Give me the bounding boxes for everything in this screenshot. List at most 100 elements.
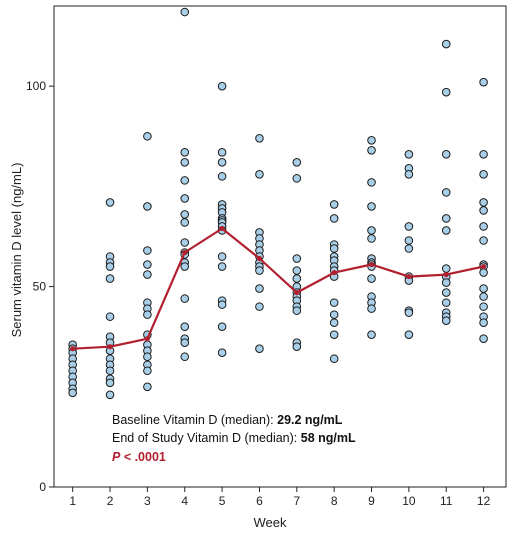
data-point	[180, 176, 190, 185]
data-point	[180, 238, 190, 247]
data-point	[367, 234, 376, 243]
data-point	[441, 87, 451, 97]
data-point	[367, 135, 376, 145]
data-point	[143, 366, 152, 376]
data-point	[180, 158, 190, 167]
data-point	[255, 266, 264, 275]
data-point	[180, 194, 190, 203]
data-point	[180, 148, 190, 157]
data-point	[329, 200, 339, 209]
annotations: Baseline Vitamin D (median): 29.2 ng/mL …	[112, 413, 356, 464]
data-point	[143, 131, 152, 141]
data-point	[255, 302, 264, 311]
data-point	[180, 338, 190, 348]
data-point	[479, 268, 488, 277]
x-tick-label: 12	[477, 494, 491, 508]
data-point	[105, 262, 115, 271]
data-point	[479, 292, 488, 301]
data-point	[404, 330, 414, 339]
data-point	[180, 7, 190, 17]
x-tick-label: 3	[144, 494, 151, 508]
data-point	[217, 322, 227, 331]
median-point	[443, 271, 449, 278]
data-point	[367, 330, 376, 339]
y-axis-title: Serum vitamin D level (ng/mL)	[9, 163, 24, 338]
y-tick-label: 50	[33, 280, 47, 294]
data-point	[367, 178, 376, 187]
data-point	[479, 150, 488, 159]
median-point	[331, 269, 337, 276]
x-axis-title: Week	[254, 515, 287, 530]
end-of-study-annotation: End of Study Vitamin D (median): 58 ng/m…	[112, 431, 356, 445]
data-point	[255, 133, 264, 143]
x-tick-label: 6	[256, 494, 263, 508]
data-point	[441, 316, 451, 325]
data-point	[180, 210, 190, 219]
data-point	[404, 150, 414, 159]
x-tick-label: 10	[402, 494, 416, 508]
p-value-annotation: P < .0001	[112, 450, 166, 464]
data-point	[329, 214, 339, 223]
data-point	[479, 77, 488, 87]
y-tick-label: 0	[39, 480, 46, 494]
data-point	[441, 288, 451, 297]
data-point	[143, 202, 152, 211]
data-point	[105, 274, 115, 283]
data-point	[105, 312, 115, 321]
data-point	[180, 352, 190, 362]
median-point	[70, 346, 76, 352]
median-point	[480, 263, 487, 270]
data-point	[329, 244, 339, 253]
data-point	[367, 202, 376, 211]
data-point	[329, 298, 339, 307]
data-point	[479, 302, 488, 311]
data-point	[367, 146, 376, 155]
data-point	[143, 246, 152, 255]
x-tick-label: 8	[331, 494, 338, 508]
data-point	[479, 334, 488, 343]
data-point	[329, 354, 339, 364]
median-point	[294, 289, 300, 296]
end-of-study-annotation-value: 58 ng/mL	[301, 431, 356, 445]
x-tick-label: 7	[293, 494, 300, 508]
x-tick-label: 1	[69, 494, 76, 508]
x-tick-label: 2	[107, 494, 114, 508]
data-point	[441, 150, 451, 159]
data-point	[143, 352, 152, 362]
data-point	[180, 218, 190, 227]
data-point	[367, 226, 376, 235]
data-point	[479, 206, 488, 215]
median-line	[72, 227, 484, 350]
median-point	[256, 255, 263, 262]
data-point	[441, 188, 451, 197]
data-point	[255, 284, 264, 293]
median-point	[368, 261, 375, 268]
data-point	[441, 264, 451, 273]
median-series	[70, 225, 487, 352]
data-point	[404, 170, 414, 179]
data-point	[292, 274, 302, 283]
data-point	[479, 198, 488, 207]
plot-border	[53, 5, 507, 488]
x-tick-label: 5	[219, 494, 226, 508]
data-point	[68, 388, 77, 398]
data-point	[255, 344, 264, 354]
data-point	[367, 304, 376, 313]
data-point	[105, 198, 115, 207]
data-point	[217, 300, 227, 309]
data-point	[292, 306, 302, 315]
data-point	[479, 236, 488, 245]
data-point	[479, 318, 488, 327]
median-point	[144, 336, 150, 342]
x-tick-label: 11	[440, 494, 453, 508]
x-tick-label: 4	[181, 494, 188, 508]
data-point	[217, 148, 227, 157]
data-point	[441, 214, 451, 223]
data-point	[329, 310, 339, 319]
data-point	[180, 262, 190, 271]
data-point	[404, 244, 414, 253]
data-point	[292, 342, 302, 352]
data-point	[180, 322, 190, 331]
data-point	[217, 262, 227, 271]
